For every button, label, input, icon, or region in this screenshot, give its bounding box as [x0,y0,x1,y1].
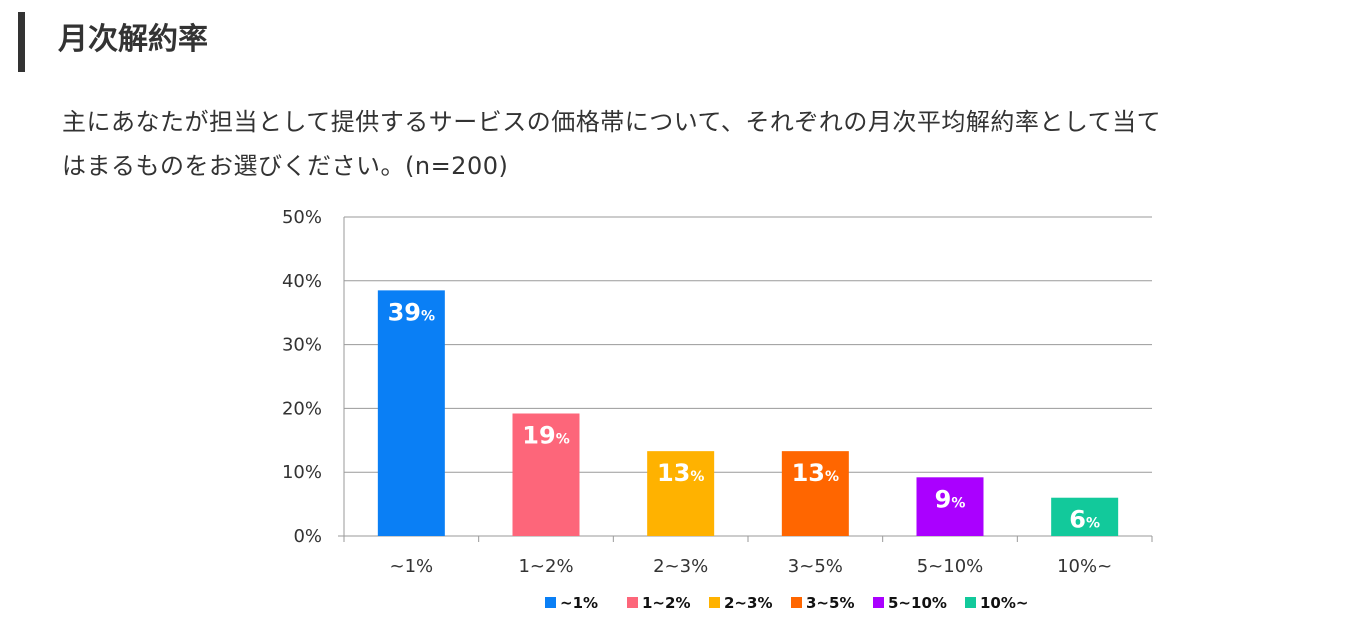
bar-value-label: 9% [935,485,966,513]
bars [377,290,1119,536]
x-category-label: ~1% [390,556,434,577]
x-category-label: 3~5% [788,556,843,577]
legend-swatch [965,597,976,608]
bar [1051,497,1119,536]
bar [512,413,580,536]
y-tick-label: 40% [282,271,322,292]
x-category-label: 5~10% [917,556,984,577]
y-tick-label: 0% [293,526,322,547]
bar [647,451,715,536]
bar-value-label: 19% [522,422,569,450]
bar [377,290,445,536]
bar [916,477,984,536]
question-text: 主にあなたが担当として提供するサービスの価格帯について、それぞれの月次平均解約率… [62,100,1352,188]
legend-label: ~1% [560,594,598,612]
legend-swatch [873,597,884,608]
legend-label: 5~10% [888,594,947,612]
y-tick-label: 50% [282,207,322,228]
question-line-1: 主にあなたが担当として提供するサービスの価格帯について、それぞれの月次平均解約率… [62,108,1162,136]
legend: ~1% 1~2% 2~3% 3~5% 5~10% 10%~ [545,594,1028,612]
bar-value-label: 13% [792,459,839,487]
title-accent-bar [18,12,25,72]
legend-swatch [791,597,802,608]
bar-value-label: 13% [657,459,704,487]
x-category-label: 10%~ [1057,556,1112,577]
legend-label: 2~3% [724,594,772,612]
legend-label: 3~5% [806,594,854,612]
axes: 0% 10% 20% 30% 40% 50% ~1% 1~2% 2~3% 3~5% 5~10% 10%… [282,207,1153,577]
question-line-2: はまるものをお選びください。(n=200) [62,152,509,180]
y-tick-label: 20% [282,398,322,419]
legend-swatch [709,597,720,608]
y-tick-label: 10% [282,462,322,483]
page-title: 月次解約率 [58,22,208,57]
bar-value-label: 6% [1069,506,1100,534]
x-category-label: 1~2% [518,556,573,577]
x-category-label: 2~3% [653,556,708,577]
gridlines [344,216,1152,473]
legend-label: 1~2% [642,594,690,612]
legend-swatch [627,597,638,608]
bar-value-label: 39% [388,298,435,326]
legend-label: 10%~ [980,594,1028,612]
y-tick-label: 30% [282,335,322,356]
bar [781,451,849,536]
legend-swatch [545,597,556,608]
bar-labels: 39% 19% 13% 13% 9% 6% [388,298,1100,533]
